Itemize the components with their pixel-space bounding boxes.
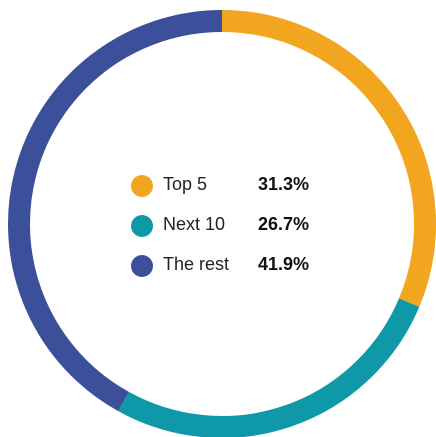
donut-segment-the-rest — [8, 10, 223, 412]
legend-value-next-10: 26.7% — [258, 214, 310, 234]
legend-item-next-10: Next 10 26.7% — [131, 212, 331, 252]
legend: Top 5 31.3% Next 10 26.7% The rest 41.9% — [131, 172, 331, 292]
legend-label-top-5: Top 5 — [163, 174, 208, 194]
donut-segment-next-10 — [118, 298, 420, 437]
legend-value-top-5: 31.3% — [258, 174, 310, 194]
donut-segment-top-5 — [221, 10, 436, 307]
legend-swatch-top-5 — [131, 175, 153, 197]
legend-item-the-rest: The rest 41.9% — [131, 252, 331, 292]
legend-label-the-rest: The rest — [163, 254, 230, 274]
legend-swatch-next-10 — [131, 215, 153, 237]
legend-item-top-5: Top 5 31.3% — [131, 172, 331, 212]
legend-label-next-10: Next 10 — [163, 214, 226, 234]
legend-swatch-the-rest — [131, 255, 153, 277]
legend-value-the-rest: 41.9% — [258, 254, 310, 274]
